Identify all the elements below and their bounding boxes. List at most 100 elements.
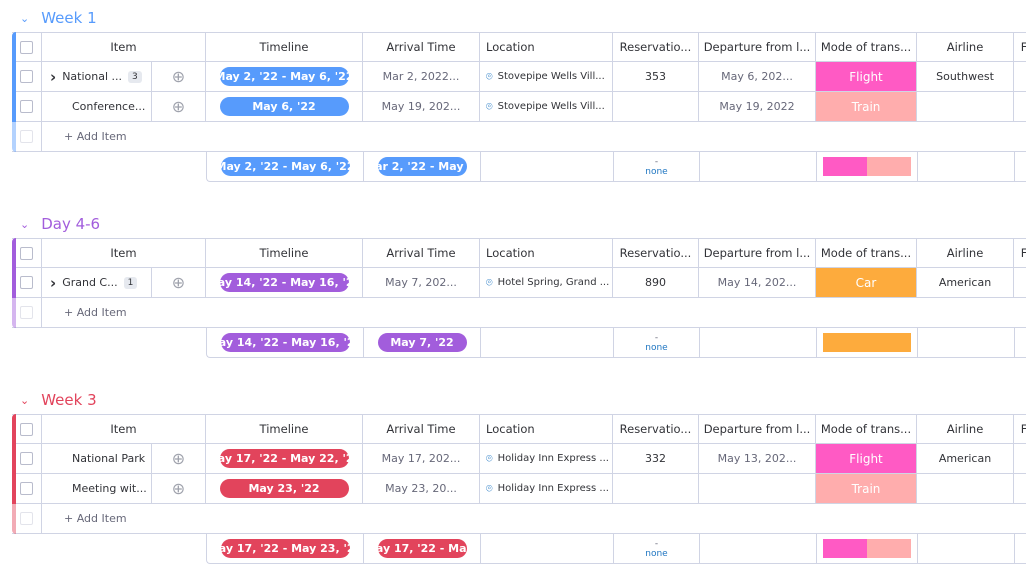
row-checkbox[interactable] (12, 268, 42, 297)
group-title[interactable]: Day 4-6 (41, 215, 101, 233)
checkbox[interactable] (20, 452, 33, 465)
column-header[interactable]: Reservatio... (613, 239, 699, 267)
timeline-cell[interactable]: May 2, '22 - May 6, '22 (206, 62, 363, 91)
arrival-time-cell[interactable]: Mar 2, 2022... (363, 62, 480, 91)
timeline-cell[interactable]: May 17, '22 - May 22, '22 (206, 444, 363, 473)
group-header[interactable]: ⌄ Week 1 (20, 4, 97, 32)
airline-cell[interactable]: American (917, 268, 1014, 297)
arrival-time-cell[interactable]: May 19, 202... (363, 92, 480, 121)
next-column-cell[interactable] (1014, 268, 1026, 297)
group-header[interactable]: ⌄ Week 3 (20, 386, 97, 414)
item-name[interactable]: Conference... (72, 100, 146, 113)
airline-cell[interactable]: American (917, 444, 1014, 473)
column-header[interactable]: Arrival Time (363, 239, 480, 267)
checkbox[interactable] (20, 100, 33, 113)
arrival-time-cell[interactable]: May 17, 202... (363, 444, 480, 473)
checkbox[interactable] (20, 246, 33, 260)
column-header[interactable]: Airline (917, 415, 1014, 443)
row-checkbox[interactable] (12, 62, 42, 91)
column-header[interactable]: Arrival Time (363, 33, 480, 61)
timeline-cell[interactable]: May 6, '22 (206, 92, 363, 121)
departure-cell[interactable]: May 19, 2022 (699, 92, 816, 121)
subitems-count-badge[interactable]: 1 (123, 276, 138, 289)
reservation-cell[interactable]: 890 (613, 268, 699, 297)
column-header[interactable]: F (1020, 422, 1026, 436)
next-column-cell[interactable] (1014, 62, 1026, 91)
reservation-cell[interactable] (613, 92, 699, 121)
column-header[interactable]: Reservatio... (613, 33, 699, 61)
column-header[interactable]: Departure from l... (699, 415, 816, 443)
chevron-down-icon[interactable]: ⌄ (20, 217, 30, 231)
column-header[interactable]: Mode of trans... (816, 239, 917, 267)
column-header[interactable]: Reservatio... (613, 415, 699, 443)
column-header[interactable]: Arrival Time (363, 415, 480, 443)
next-column-cell[interactable] (1014, 444, 1026, 473)
arrival-time-cell[interactable]: May 7, 202... (363, 268, 480, 297)
reservation-cell[interactable] (613, 474, 699, 503)
group-title[interactable]: Week 3 (41, 391, 97, 409)
summary-reservation-function[interactable]: none (645, 342, 668, 353)
checkbox[interactable] (20, 70, 33, 83)
column-header[interactable]: Mode of trans... (816, 415, 917, 443)
add-update-icon[interactable]: ⊕ (152, 474, 206, 503)
item-name-cell[interactable]: › National ... 3 (42, 62, 152, 91)
location-cell[interactable]: ⌾ Holiday Inn Express ... (480, 444, 613, 473)
reservation-cell[interactable]: 332 (613, 444, 699, 473)
mode-status-cell[interactable]: Flight (816, 62, 917, 91)
add-item-row[interactable]: + Add Item (12, 122, 1026, 152)
column-header[interactable]: Location (480, 33, 613, 61)
mode-status-cell[interactable]: Train (816, 474, 917, 503)
add-item-input[interactable]: + Add Item (64, 130, 127, 143)
column-header[interactable]: Location (480, 239, 613, 267)
item-name-cell[interactable]: Meeting wit... (42, 474, 152, 503)
next-column-cell[interactable] (1014, 474, 1026, 503)
location-cell[interactable]: ⌾ Stovepipe Wells Vill... (480, 62, 613, 91)
add-update-icon[interactable]: ⊕ (152, 268, 206, 297)
item-name-cell[interactable]: › Grand C... 1 (42, 268, 152, 297)
summary-reservation-function[interactable]: none (645, 548, 668, 559)
location-cell[interactable]: ⌾ Stovepipe Wells Vill... (480, 92, 613, 121)
departure-cell[interactable]: May 13, 202... (699, 444, 816, 473)
location-cell[interactable]: ⌾ Hotel Spring, Grand ... (480, 268, 613, 297)
departure-cell[interactable]: May 14, 202... (699, 268, 816, 297)
subitems-count-badge[interactable]: 3 (128, 70, 142, 83)
column-header[interactable]: Timeline (206, 239, 363, 267)
item-name[interactable]: National ... (62, 70, 123, 83)
column-header[interactable]: Airline (917, 33, 1014, 61)
timeline-cell[interactable]: May 14, '22 - May 16, '22 (206, 268, 363, 297)
row-checkbox[interactable] (12, 474, 42, 503)
checkbox[interactable] (20, 482, 33, 495)
add-item-input[interactable]: + Add Item (64, 512, 127, 525)
summary-reservation-function[interactable]: none (645, 166, 668, 177)
add-update-icon[interactable]: ⊕ (152, 92, 206, 121)
row-checkbox[interactable] (12, 92, 42, 121)
airline-cell[interactable] (917, 92, 1014, 121)
group-title[interactable]: Week 1 (41, 9, 97, 27)
chevron-right-icon[interactable]: › (50, 67, 57, 86)
departure-cell[interactable] (699, 474, 816, 503)
column-header[interactable]: Item (42, 415, 206, 443)
location-cell[interactable]: ⌾ Holiday Inn Express ... (480, 474, 613, 503)
arrival-time-cell[interactable]: May 23, 20... (363, 474, 480, 503)
row-checkbox[interactable] (12, 444, 42, 473)
item-name[interactable]: National Park (72, 452, 146, 465)
column-header[interactable]: Location (480, 415, 613, 443)
column-header[interactable]: Item (42, 239, 206, 267)
add-item-row[interactable]: + Add Item (12, 504, 1026, 534)
checkbox[interactable] (20, 422, 33, 436)
timeline-cell[interactable]: May 23, '22 (206, 474, 363, 503)
checkbox[interactable] (20, 40, 33, 54)
group-header[interactable]: ⌄ Day 4-6 (20, 210, 100, 238)
select-all-checkbox[interactable] (12, 239, 42, 267)
select-all-checkbox[interactable] (12, 33, 42, 61)
checkbox[interactable] (20, 276, 33, 289)
add-item-row[interactable]: + Add Item (12, 298, 1026, 328)
add-item-input[interactable]: + Add Item (64, 306, 127, 319)
chevron-down-icon[interactable]: ⌄ (20, 393, 30, 407)
column-header[interactable]: Departure from l... (699, 33, 816, 61)
chevron-right-icon[interactable]: › (50, 273, 57, 292)
next-column-cell[interactable] (1014, 92, 1026, 121)
column-header[interactable]: Airline (917, 239, 1014, 267)
column-header[interactable]: Item (42, 33, 206, 61)
select-all-checkbox[interactable] (12, 415, 42, 443)
